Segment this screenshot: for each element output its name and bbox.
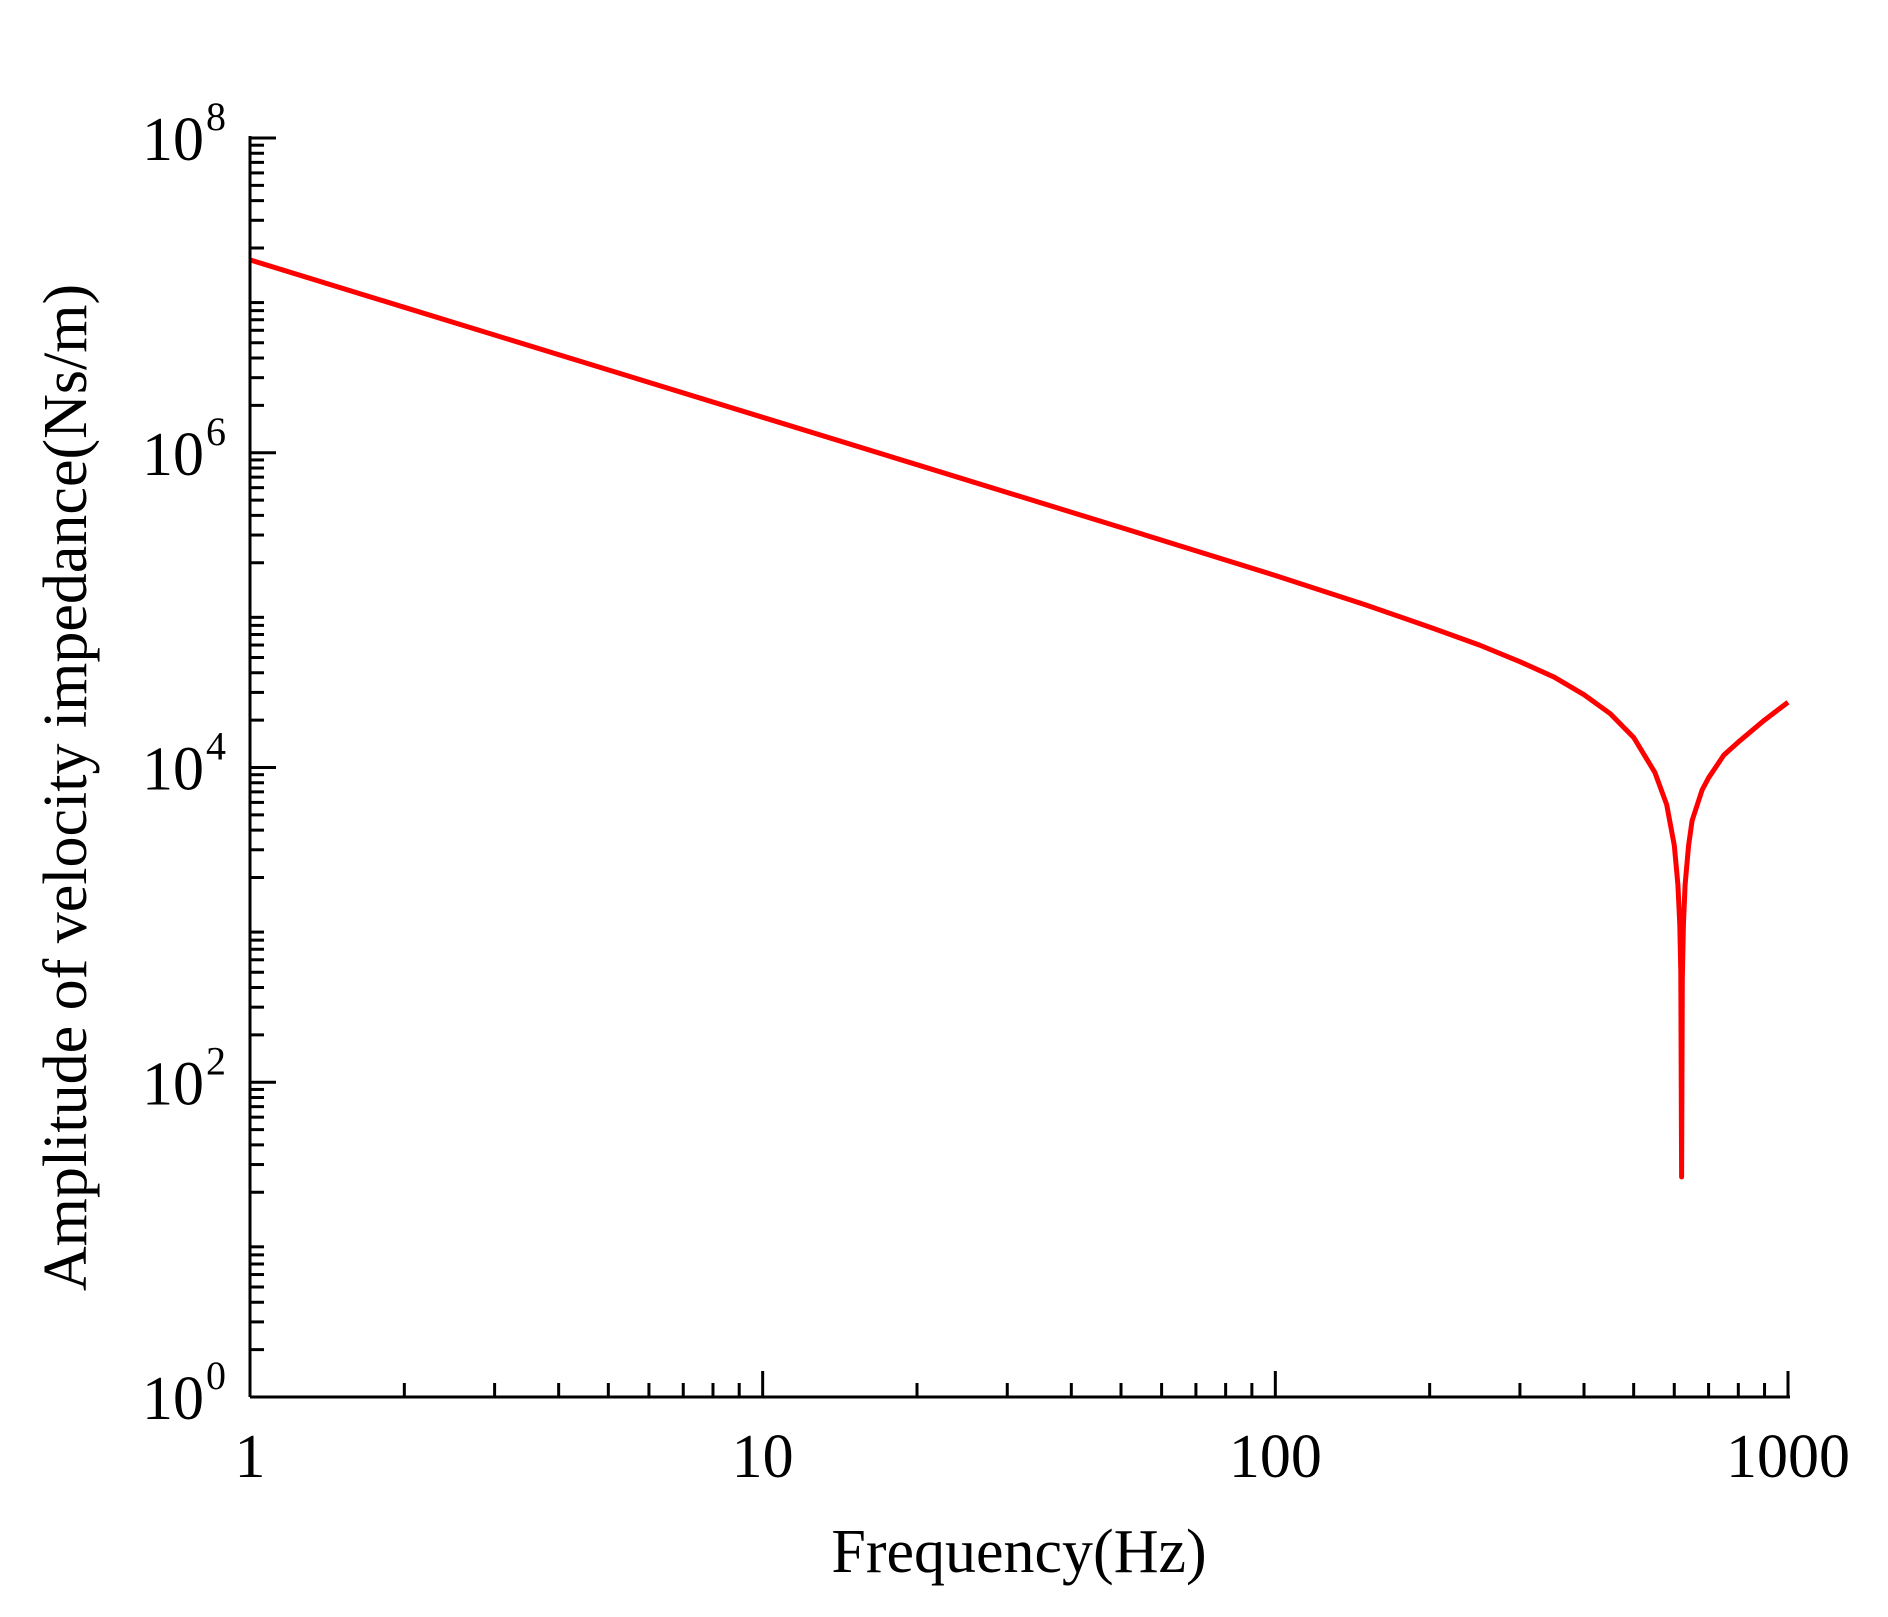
x-tick-labels: 1 10 100 1000 <box>235 1423 1851 1491</box>
major-ticks <box>248 136 1790 1399</box>
y-tick-exponent: 6 <box>206 409 226 454</box>
y-tick-exponent: 4 <box>206 724 226 769</box>
y-tick-base: 10 <box>142 1365 204 1433</box>
y-tick-label: 10 <box>142 736 204 804</box>
x-axis-label: Frequency(Hz) <box>831 1518 1206 1586</box>
y-tick-exponent: 0 <box>206 1353 226 1398</box>
y-tick-label: 10 <box>142 421 204 489</box>
y-axis-label: Amplitude of velocity impedance(Ns/m) <box>32 284 100 1291</box>
y-minor-ticks <box>250 143 264 1352</box>
x-minor-ticks <box>402 1383 1767 1397</box>
y-tick-base: 10 <box>142 421 204 489</box>
y-tick-label: 10 <box>142 106 204 174</box>
series-line <box>249 257 1790 1180</box>
y-tick-exponent: 8 <box>206 94 226 139</box>
y-tick-base: 10 <box>142 1050 204 1118</box>
y-tick-base: 10 <box>142 736 204 804</box>
x-tick-label: 1000 <box>1726 1423 1850 1491</box>
x-tick-label: 100 <box>1229 1423 1322 1491</box>
y-tick-exponent: 2 <box>206 1038 226 1083</box>
y-tick-label: 10 <box>142 1365 204 1433</box>
x-tick-label: 10 <box>732 1423 794 1491</box>
x-tick-label: 1 <box>235 1423 266 1491</box>
y-tick-label: 10 <box>142 1050 204 1118</box>
y-tick-base: 10 <box>142 106 204 174</box>
